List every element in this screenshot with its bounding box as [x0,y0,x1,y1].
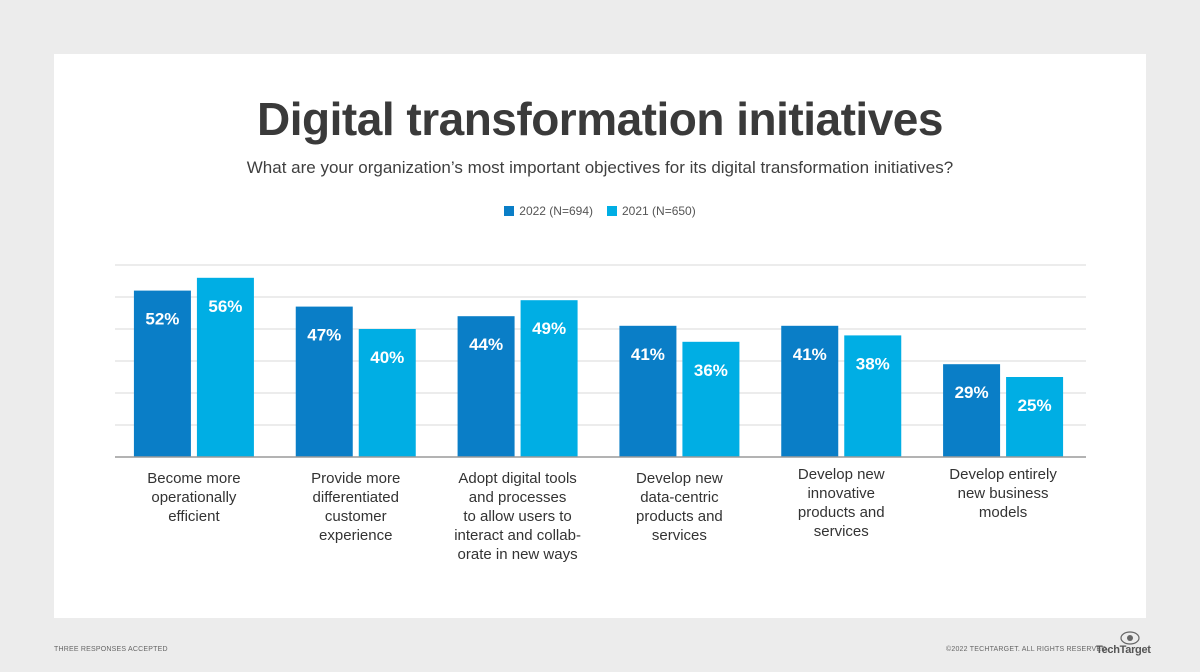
legend-swatch-2021 [607,206,617,216]
category-label-2: Adopt digital tools and processes to all… [454,470,581,563]
footer-copyright: ©2022 TECHTARGET. ALL RIGHTS RESERVED [946,646,1107,653]
data-label-2021-1: 40% [370,348,404,367]
legend-label-2021: 2021 (N=650) [622,204,696,218]
bar-2021-4 [844,335,902,457]
bar-2022-5 [943,364,1001,457]
chart-title: Digital transformation initiatives [257,93,943,145]
bar-2021-0 [196,277,254,457]
chart-subtitle: What are your organization’s most import… [246,158,954,177]
footer-note: THREE RESPONSES ACCEPTED [54,646,168,653]
chart-legend: 2022 (N=694) 2021 (N=650) [0,204,1200,218]
bar-2021-5 [1006,377,1064,457]
techtarget-eye-icon [1120,631,1140,645]
bar-2022-3 [619,325,677,457]
category-label-5: Develop entirely new business models [949,466,1057,521]
data-label-2021-4: 38% [856,354,890,373]
data-label-2022-2: 44% [469,335,503,354]
bar-2022-4 [781,325,839,457]
techtarget-logo: TechTarget [1096,630,1151,658]
data-label-2022-3: 41% [631,345,665,364]
legend-label-2022: 2022 (N=694) [519,204,593,218]
bar-2022-0 [133,290,191,457]
bar-2022-2 [457,316,515,457]
bar-2021-3 [682,341,740,457]
category-label-1: Provide more differentiated customer exp… [311,470,401,544]
category-label-3: Develop new data-centric products and se… [636,470,723,544]
bar-2022-1 [295,306,353,457]
data-label-2022-5: 29% [955,383,989,402]
bar-2021-1 [358,329,416,457]
data-label-2021-0: 56% [208,297,242,316]
legend-swatch-2022 [504,206,515,216]
legend-item-2022: 2022 (N=694) [504,204,593,218]
logo-wordmark: TechTarget [1096,644,1151,656]
data-label-2022-0: 52% [145,310,179,329]
category-label-4: Develop new innovative products and serv… [797,466,885,540]
bar-2021-2 [520,300,578,457]
legend-item-2021: 2021 (N=650) [607,204,696,218]
data-label-2021-2: 49% [532,319,566,338]
category-label-0: Become more operationally efficient [147,470,241,525]
data-label-2021-3: 36% [694,361,728,380]
data-label-2022-1: 47% [307,326,341,345]
data-label-2022-4: 41% [793,345,827,364]
data-label-2021-5: 25% [1018,396,1052,415]
